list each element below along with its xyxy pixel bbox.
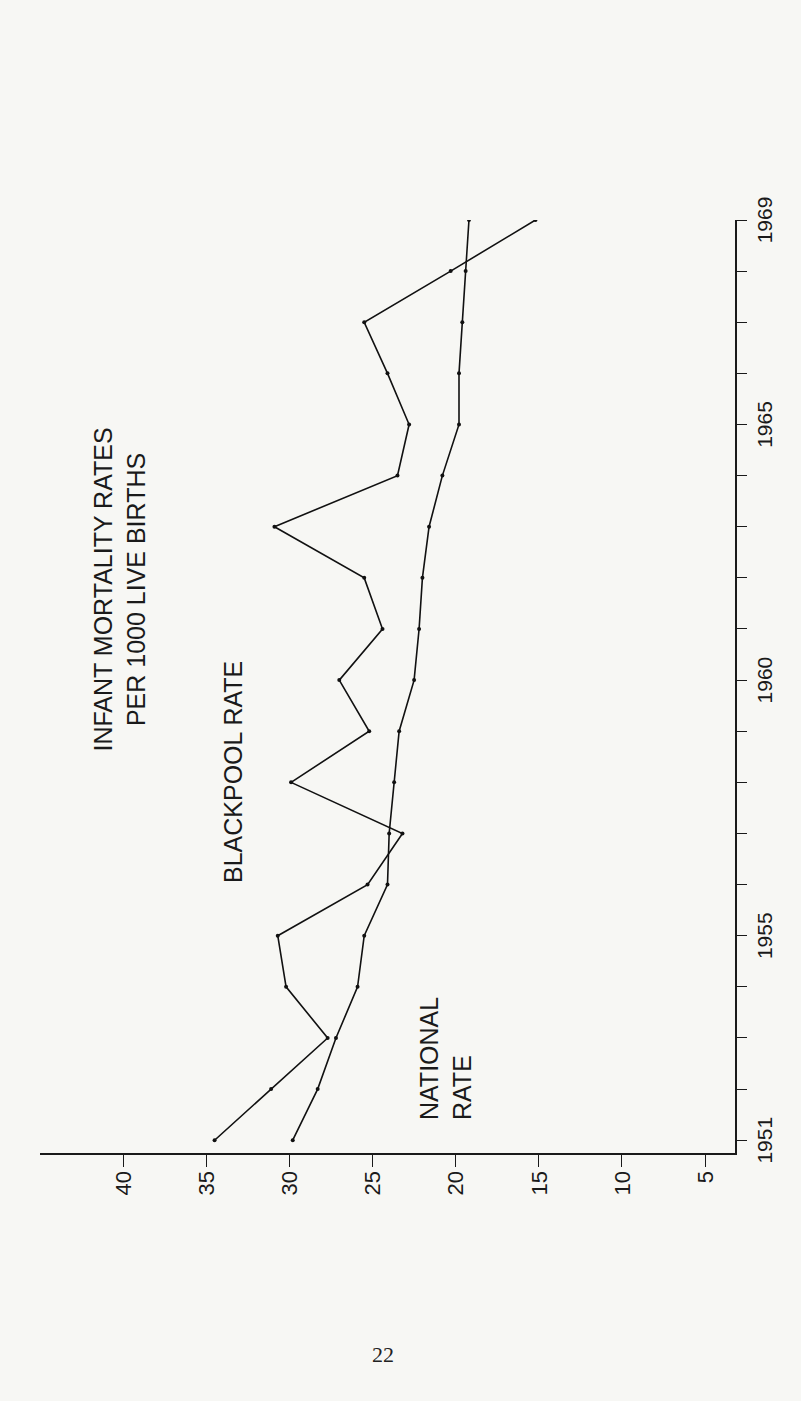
svg-text:BLACKPOOL RATE: BLACKPOOL RATE: [219, 661, 247, 883]
svg-text:1955: 1955: [753, 912, 776, 959]
svg-text:30: 30: [277, 1171, 302, 1195]
svg-text:NATIONALRATE: NATIONALRATE: [415, 997, 476, 1120]
svg-text:1965: 1965: [753, 401, 776, 448]
svg-text:20: 20: [443, 1171, 468, 1195]
svg-text:15: 15: [527, 1171, 552, 1195]
html-text:22: 22: [372, 1342, 394, 1367]
svg-text:35: 35: [194, 1171, 219, 1195]
svg-text:25: 25: [360, 1171, 385, 1195]
svg-text:1951: 1951: [753, 1117, 776, 1164]
svg-text:5: 5: [693, 1171, 718, 1183]
svg-text:40: 40: [111, 1171, 136, 1195]
svg-text:10: 10: [610, 1171, 635, 1195]
svg-text:1969: 1969: [753, 197, 776, 244]
svg-text:INFANT MORTALITY RATESPER 1000: INFANT MORTALITY RATESPER 1000 LIVE BIRT…: [89, 427, 150, 751]
svg-text:1960: 1960: [753, 657, 776, 704]
